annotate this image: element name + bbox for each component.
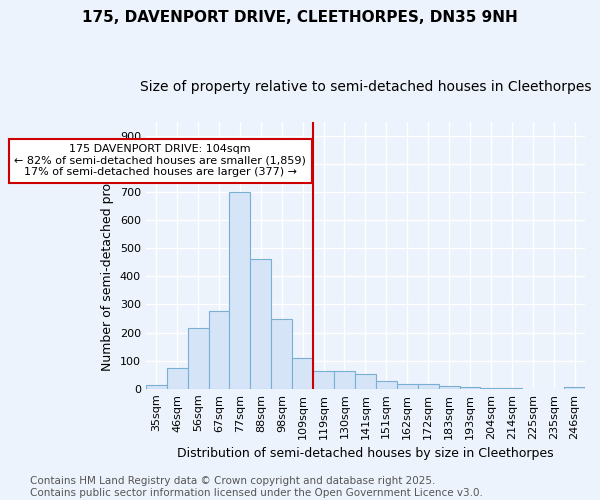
Bar: [271, 320, 292, 389]
Bar: [376, 381, 397, 389]
Bar: [439, 386, 460, 389]
Bar: [418, 384, 439, 389]
Bar: [209, 312, 229, 389]
Bar: [355, 374, 376, 389]
Bar: [229, 192, 250, 389]
Bar: [564, 387, 585, 389]
Bar: [397, 384, 418, 389]
Bar: [188, 328, 209, 389]
Bar: [292, 358, 313, 389]
Bar: [502, 388, 522, 389]
Bar: [167, 368, 188, 389]
Title: Size of property relative to semi-detached houses in Cleethorpes: Size of property relative to semi-detach…: [140, 80, 591, 94]
X-axis label: Distribution of semi-detached houses by size in Cleethorpes: Distribution of semi-detached houses by …: [177, 447, 554, 460]
Text: 175, DAVENPORT DRIVE, CLEETHORPES, DN35 9NH: 175, DAVENPORT DRIVE, CLEETHORPES, DN35 …: [82, 10, 518, 25]
Bar: [481, 388, 502, 389]
Text: Contains HM Land Registry data © Crown copyright and database right 2025.
Contai: Contains HM Land Registry data © Crown c…: [30, 476, 483, 498]
Bar: [334, 370, 355, 389]
Y-axis label: Number of semi-detached properties: Number of semi-detached properties: [101, 140, 114, 371]
Bar: [313, 370, 334, 389]
Bar: [460, 387, 481, 389]
Bar: [146, 384, 167, 389]
Text: 175 DAVENPORT DRIVE: 104sqm
← 82% of semi-detached houses are smaller (1,859)
17: 175 DAVENPORT DRIVE: 104sqm ← 82% of sem…: [14, 144, 306, 178]
Bar: [250, 260, 271, 389]
